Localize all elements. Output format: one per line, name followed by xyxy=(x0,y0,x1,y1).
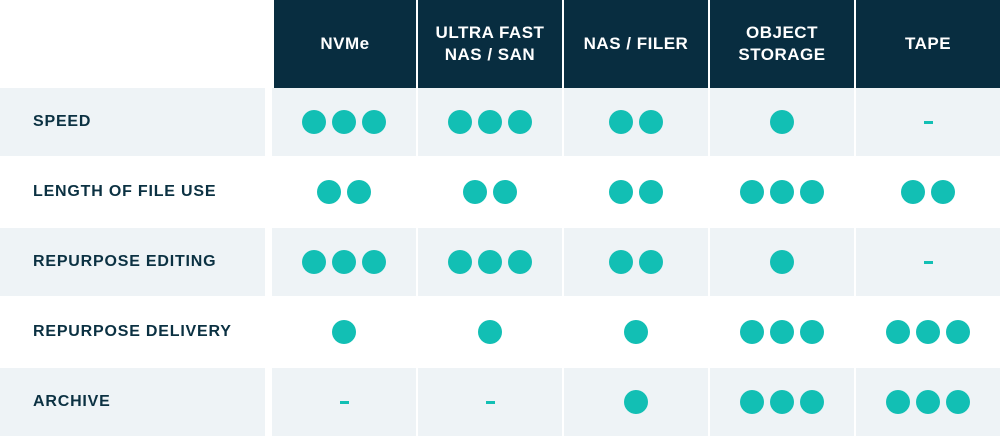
column-header-tape: TAPE xyxy=(854,0,1000,88)
rating-dot-icon xyxy=(493,180,517,204)
rating-dot-icon xyxy=(347,180,371,204)
rating-dot-icon xyxy=(770,390,794,414)
rating-dot-icon xyxy=(800,320,824,344)
rating-dot-icon xyxy=(901,180,925,204)
row-gap xyxy=(265,228,272,296)
rating-dot-icon xyxy=(478,110,502,134)
row-label: REPURPOSE EDITING xyxy=(0,228,265,296)
column-header-ultra-fast-nas-san: ULTRA FAST NAS / SAN xyxy=(416,0,562,88)
rating-dot-icon xyxy=(740,320,764,344)
column-header-nvme: NVMe xyxy=(272,0,416,88)
row-gap xyxy=(265,88,272,156)
rating-dot-icon xyxy=(740,180,764,204)
rating-dot-icon xyxy=(302,250,326,274)
rating-dot-icon xyxy=(931,180,955,204)
rating-dot-icon xyxy=(609,180,633,204)
rating-cell-nvme xyxy=(272,298,416,366)
rating-dot-icon xyxy=(946,320,970,344)
rating-dot-icon xyxy=(800,180,824,204)
table-row: REPURPOSE EDITING xyxy=(0,228,1000,296)
rating-dot-icon xyxy=(770,110,794,134)
rating-cell-nas-filer xyxy=(562,368,708,436)
rating-dot-icon xyxy=(463,180,487,204)
rating-dot-icon xyxy=(916,390,940,414)
table-row: ARCHIVE xyxy=(0,368,1000,436)
column-header-object-storage: OBJECT STORAGE xyxy=(708,0,854,88)
rating-dot-icon xyxy=(609,110,633,134)
rating-cell-nas-filer xyxy=(562,88,708,156)
rating-cell-nas-filer xyxy=(562,298,708,366)
rating-dot-icon xyxy=(448,110,472,134)
rating-dot-icon xyxy=(448,250,472,274)
rating-dot-icon xyxy=(478,250,502,274)
table-row: LENGTH OF FILE USE xyxy=(0,158,1000,226)
rating-dot-icon xyxy=(886,390,910,414)
rating-dot-icon xyxy=(332,110,356,134)
not-applicable-dash-icon xyxy=(339,400,349,404)
rating-dot-icon xyxy=(362,110,386,134)
rating-cell-tape xyxy=(854,298,1000,366)
rating-dot-icon xyxy=(624,320,648,344)
rating-cell-nvme xyxy=(272,368,416,436)
rating-dot-icon xyxy=(639,110,663,134)
table-header-row: NVMe ULTRA FAST NAS / SAN NAS / FILER OB… xyxy=(0,0,1000,88)
rating-cell-object-storage xyxy=(708,298,854,366)
rating-dot-icon xyxy=(332,320,356,344)
rating-dot-icon xyxy=(362,250,386,274)
rating-dot-icon xyxy=(317,180,341,204)
rating-dot-icon xyxy=(639,250,663,274)
rating-dot-icon xyxy=(508,250,532,274)
not-applicable-dash-icon xyxy=(923,260,933,264)
rating-dot-icon xyxy=(770,180,794,204)
rating-cell-tape xyxy=(854,228,1000,296)
rating-dot-icon xyxy=(302,110,326,134)
rating-dot-icon xyxy=(770,250,794,274)
header-corner xyxy=(0,0,272,88)
rating-cell-ultra-fast-nas-san xyxy=(416,368,562,436)
rating-dot-icon xyxy=(639,180,663,204)
rating-cell-nvme xyxy=(272,158,416,226)
rating-cell-nvme xyxy=(272,88,416,156)
row-gap xyxy=(265,158,272,226)
row-label: LENGTH OF FILE USE xyxy=(33,183,217,200)
column-header-nas-filer: NAS / FILER xyxy=(562,0,708,88)
rating-cell-tape xyxy=(854,88,1000,156)
rating-cell-ultra-fast-nas-san xyxy=(416,298,562,366)
table-row: SPEED xyxy=(0,88,1000,156)
rating-cell-ultra-fast-nas-san xyxy=(416,88,562,156)
rating-dot-icon xyxy=(946,390,970,414)
rating-cell-object-storage xyxy=(708,88,854,156)
rating-cell-object-storage xyxy=(708,228,854,296)
row-gap xyxy=(265,368,272,436)
rating-cell-object-storage xyxy=(708,368,854,436)
rating-dot-icon xyxy=(800,390,824,414)
rating-cell-nas-filer xyxy=(562,158,708,226)
rating-cell-nas-filer xyxy=(562,228,708,296)
rating-cell-ultra-fast-nas-san xyxy=(416,228,562,296)
not-applicable-dash-icon xyxy=(485,400,495,404)
rating-dot-icon xyxy=(609,250,633,274)
rating-dot-icon xyxy=(508,110,532,134)
rating-cell-ultra-fast-nas-san xyxy=(416,158,562,226)
rating-dot-icon xyxy=(478,320,502,344)
rating-dot-icon xyxy=(916,320,940,344)
rating-cell-nvme xyxy=(272,228,416,296)
rating-dot-icon xyxy=(886,320,910,344)
table-row: REPURPOSE DELIVERY xyxy=(0,298,1000,366)
rating-dot-icon xyxy=(332,250,356,274)
not-applicable-dash-icon xyxy=(923,120,933,124)
rating-dot-icon xyxy=(740,390,764,414)
rating-dot-icon xyxy=(770,320,794,344)
row-label: ARCHIVE xyxy=(0,368,265,436)
row-label: REPURPOSE DELIVERY xyxy=(33,323,232,340)
rating-cell-tape xyxy=(854,368,1000,436)
rating-dot-icon xyxy=(624,390,648,414)
row-gap xyxy=(265,298,272,366)
rating-cell-object-storage xyxy=(708,158,854,226)
rating-cell-tape xyxy=(854,158,1000,226)
row-label: SPEED xyxy=(0,88,265,156)
